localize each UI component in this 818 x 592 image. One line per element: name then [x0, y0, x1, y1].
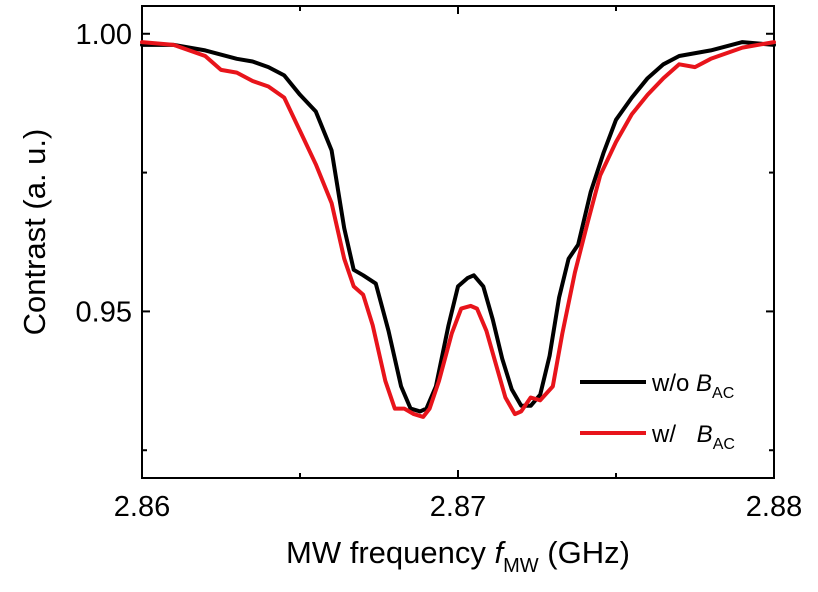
legend-label-with-bac: w/ BAC: [651, 421, 735, 453]
y-axis-title: Contrast (a. u.): [17, 129, 52, 336]
plot-frame: [141, 5, 775, 479]
series-line-with-bac: [140, 40, 776, 419]
series-line-without-bac: [140, 40, 776, 414]
y-tick-label: 0.95: [76, 296, 132, 328]
x-tick-label: 2.88: [746, 491, 802, 523]
y-tick-label: 1.00: [76, 19, 132, 51]
legend-label-variable: B: [697, 421, 713, 448]
legend-label-without-bac: w/o BAC: [651, 370, 734, 402]
plot-area: [140, 5, 776, 479]
legend: w/o BAC w/ BAC: [580, 370, 735, 453]
legend-label-prefix: w/: [651, 421, 683, 448]
legend-item-with-bac: w/ BAC: [580, 421, 735, 453]
x-axis-title-subscript: MW: [503, 555, 539, 577]
legend-label-subscript: AC: [713, 436, 735, 453]
legend-label-variable: B: [696, 370, 712, 397]
legend-item-without-bac: w/o BAC: [580, 370, 734, 402]
x-axis-title-main: MW frequency: [286, 535, 494, 570]
x-tick-label: 2.86: [114, 491, 170, 523]
x-axis-title: MW frequency fMW (GHz): [286, 535, 630, 577]
series-layer: [140, 40, 776, 419]
ticks-layer: [141, 6, 775, 478]
legend-label-subscript: AC: [712, 385, 734, 402]
tick-labels-layer: 2.86 2.87 2.88 0.95 1.00: [76, 19, 803, 523]
x-tick-label: 2.87: [430, 491, 486, 523]
legend-label-prefix: w/o: [651, 370, 696, 397]
x-axis-title-unit: (GHz): [539, 535, 630, 570]
